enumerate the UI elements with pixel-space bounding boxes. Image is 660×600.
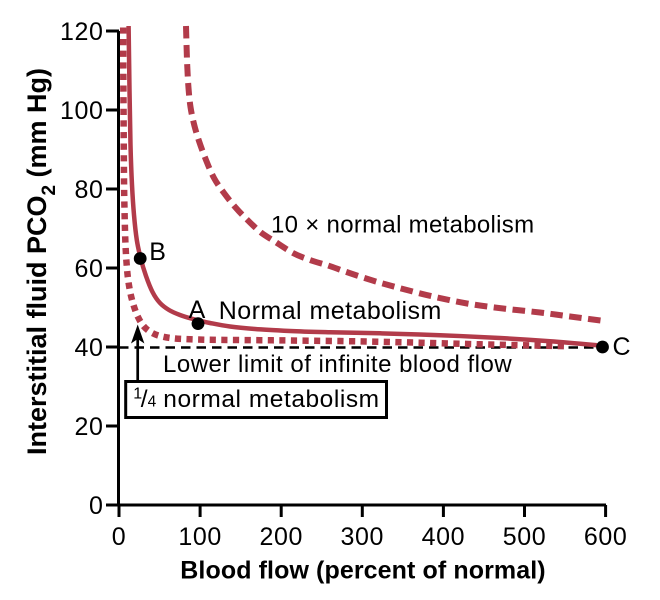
svg-text:0: 0 — [112, 523, 127, 551]
svg-text:100: 100 — [178, 523, 222, 551]
svg-text:Lower limit of infinite blood: Lower limit of infinite blood flow — [163, 351, 512, 378]
svg-text:600: 600 — [584, 523, 628, 551]
svg-text:20: 20 — [74, 413, 103, 441]
svg-text:10 × normal metabolism: 10 × normal metabolism — [271, 212, 534, 239]
svg-text:400: 400 — [422, 523, 466, 551]
svg-text:40: 40 — [74, 334, 103, 362]
svg-text:200: 200 — [259, 523, 303, 551]
svg-text:0: 0 — [89, 492, 104, 520]
svg-text:300: 300 — [341, 523, 385, 551]
svg-text:120: 120 — [60, 18, 104, 46]
svg-text:500: 500 — [503, 523, 547, 551]
svg-text:Normal metabolism: Normal metabolism — [219, 297, 442, 325]
svg-text:80: 80 — [74, 176, 103, 204]
svg-text:A: A — [189, 296, 206, 324]
svg-text:60: 60 — [74, 255, 103, 283]
svg-text:100: 100 — [60, 97, 104, 125]
svg-text:B: B — [149, 238, 166, 266]
svg-text:C: C — [613, 333, 631, 361]
svg-text:Blood flow (percent of normal): Blood flow (percent of normal) — [180, 557, 546, 585]
